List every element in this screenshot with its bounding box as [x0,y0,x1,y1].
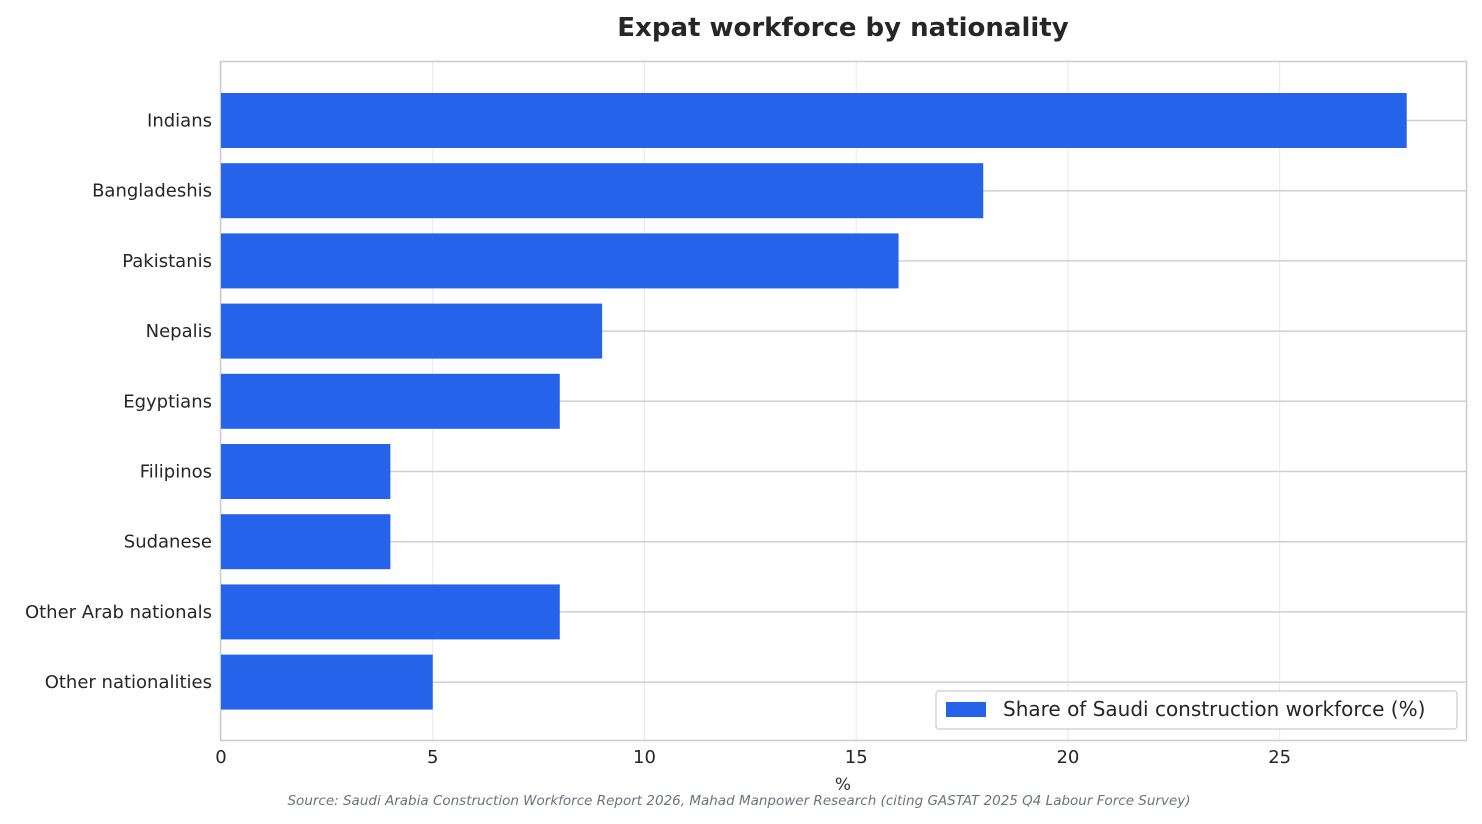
category-label-5: Filipinos [140,462,212,483]
category-labels: Indians Bangladeshis Pakistanis Nepalis Egyp… [25,111,212,694]
bar-0 [221,93,1407,148]
legend-box [935,690,1458,730]
legend: Share of Saudi construction workforce (%… [935,690,1458,730]
category-label-7: Other Arab nationals [25,602,212,623]
bar-3 [221,303,603,359]
source-note: Source: Saudi Arabia Construction Workfo… [287,793,1190,809]
x-tick-label-2: 10 [633,747,656,768]
category-label-3: Nepalis [146,321,212,342]
category-label-0: Indians [147,111,212,132]
category-label-2: Pakistanis [122,251,212,272]
x-tick-label-3: 15 [845,747,868,768]
bar-5 [221,444,391,499]
bar-7 [221,584,560,640]
category-label-4: Egyptians [123,391,212,412]
bar-2 [221,233,899,289]
chart-title: Expat workforce by nationality [617,13,1068,43]
bar-4 [221,373,560,429]
category-label-8: Other nationalities [45,672,212,693]
x-tick-label-4: 20 [1056,747,1079,768]
bars [221,93,1407,710]
x-axis-label: % [835,775,851,795]
x-tick-label-0: 0 [215,747,226,768]
x-tick-label-5: 25 [1268,747,1291,768]
bar-1 [221,163,984,219]
legend-label: Share of Saudi construction workforce (%… [1003,697,1425,721]
legend-swatch [946,702,986,717]
category-label-6: Sudanese [124,532,212,553]
x-tick-label-1: 5 [427,747,438,768]
bar-6 [221,514,391,570]
bar-8 [221,654,433,710]
category-label-1: Bangladeshis [92,181,212,202]
x-ticks: 0 5 10 15 20 25 [215,747,1291,768]
plot-frame [219,60,1468,742]
